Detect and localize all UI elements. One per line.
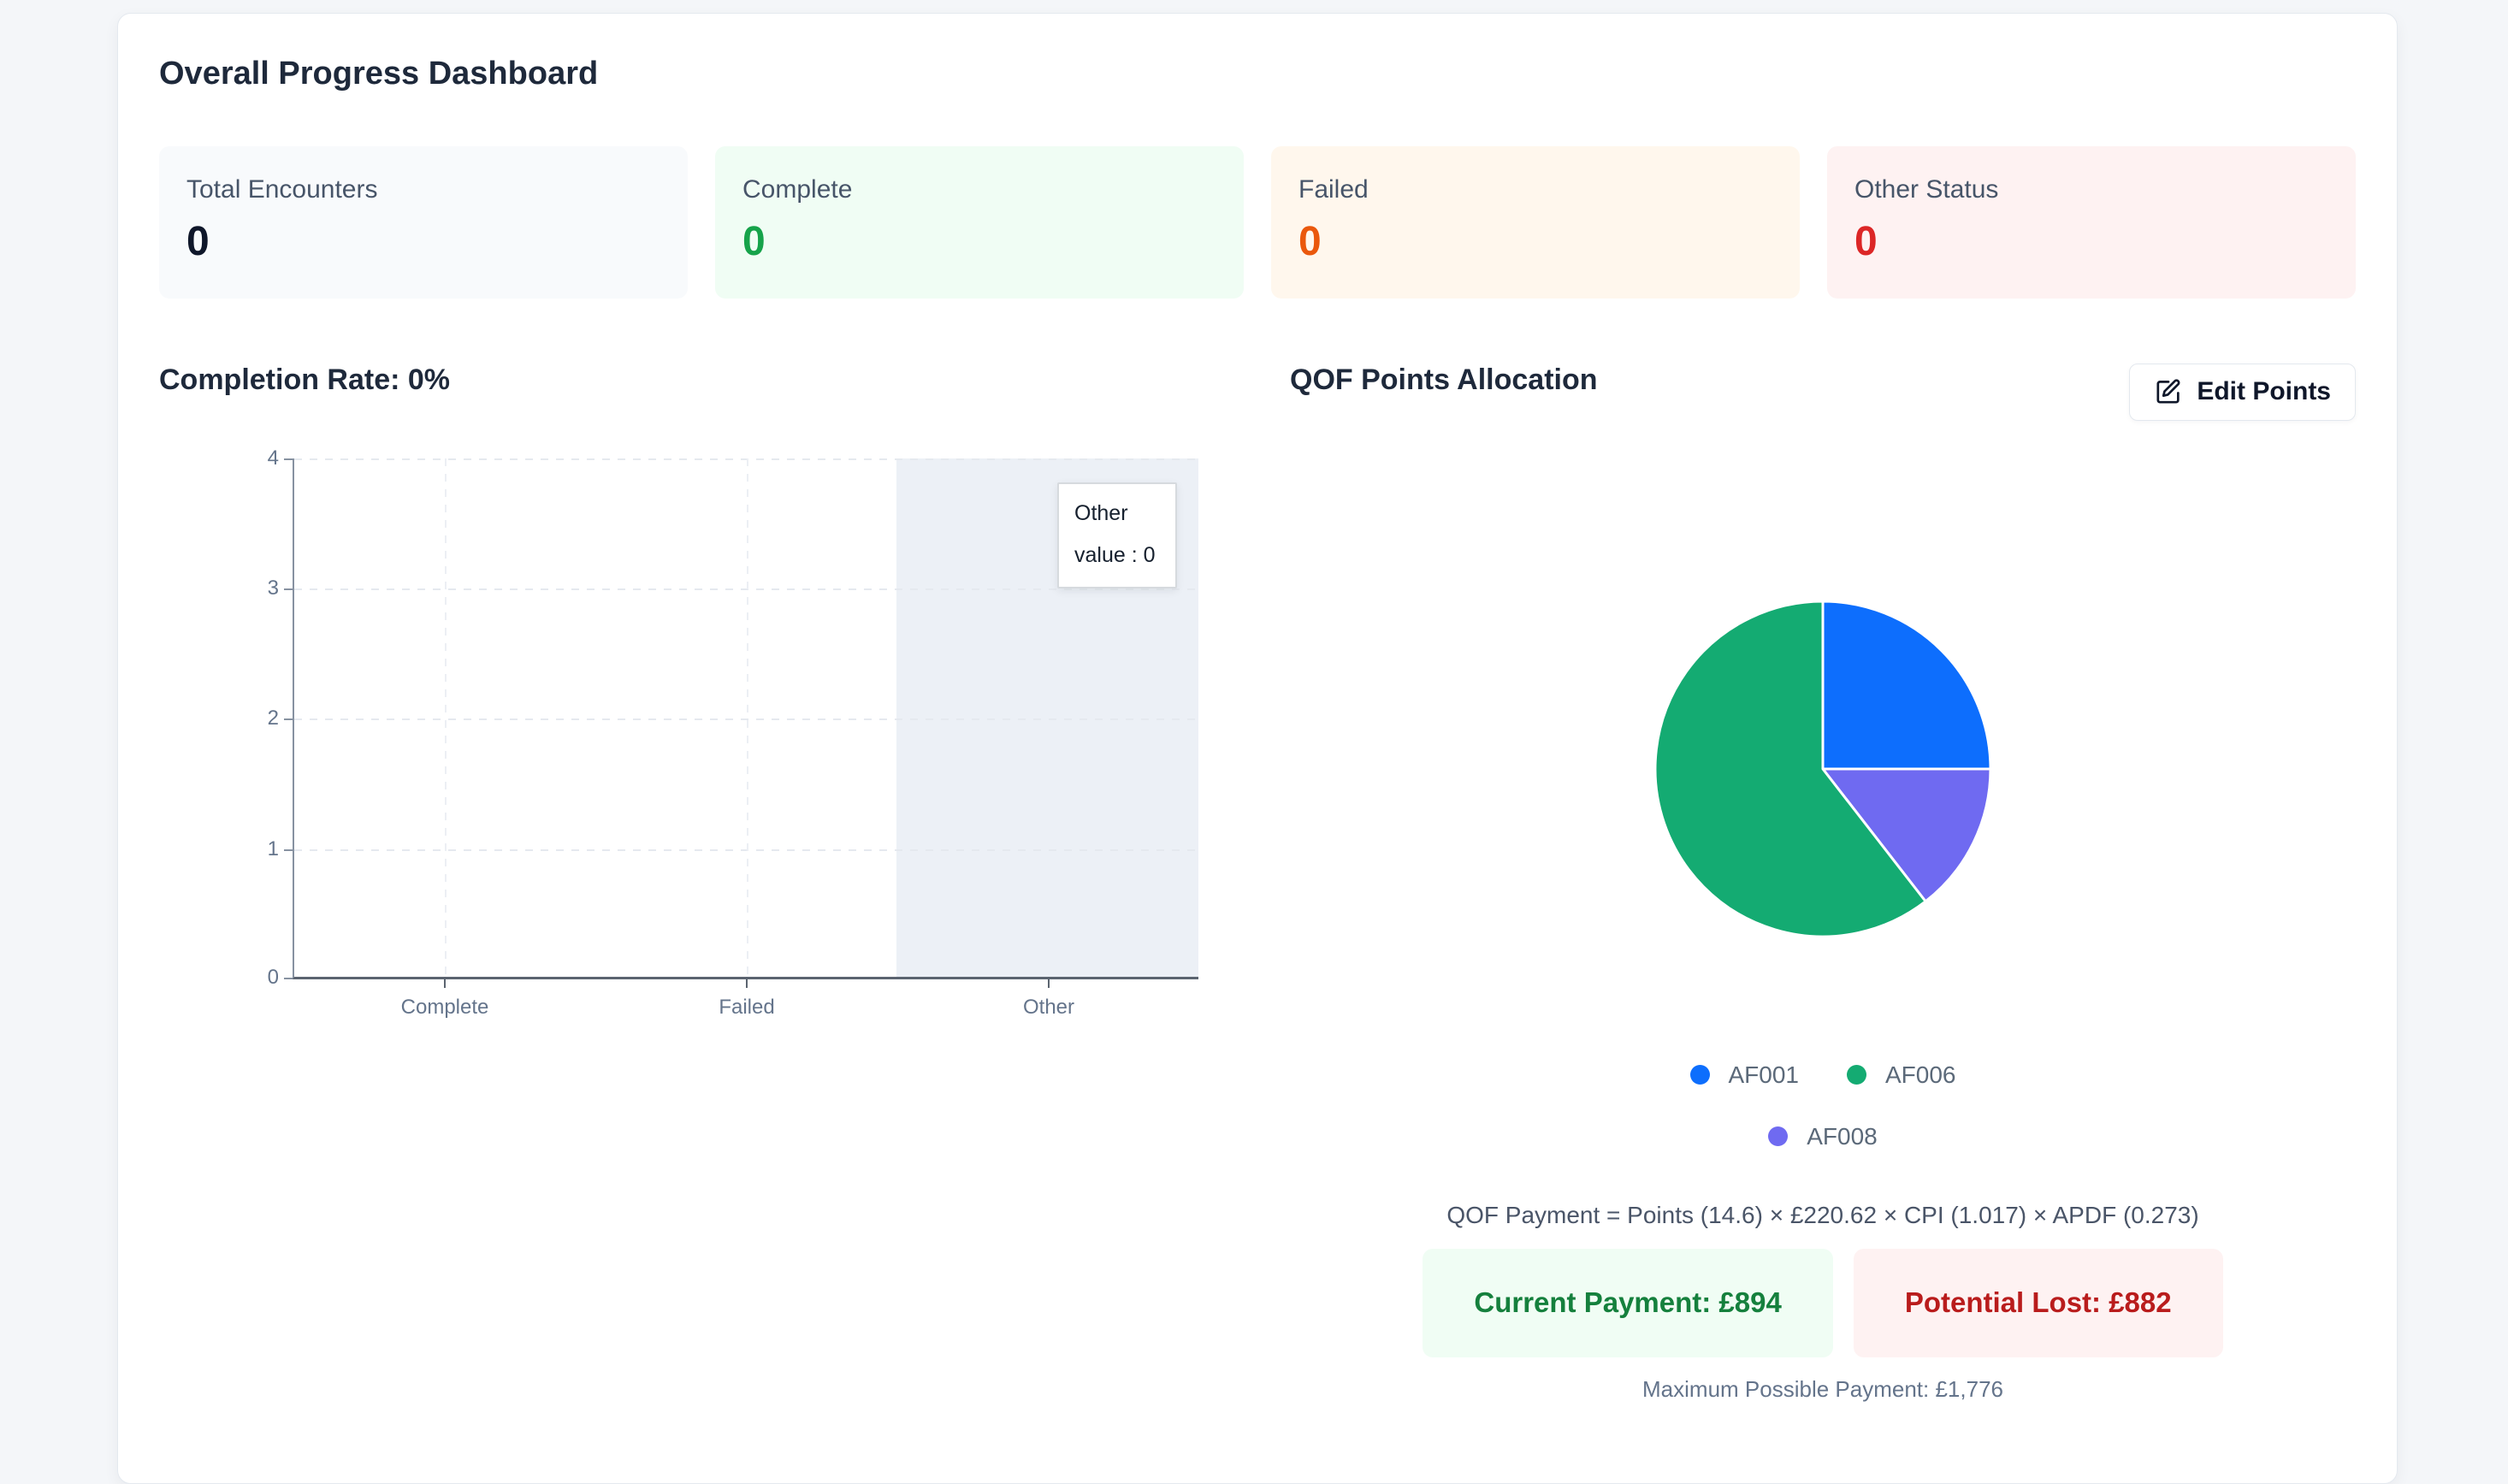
gridline [294,718,1198,720]
gridline [294,588,1198,590]
stat-card-other-status: Other Status 0 [1827,145,2356,299]
y-tick [284,718,293,720]
stat-label: Other Status [1854,174,1999,204]
pie-legend-row-1: AF001 AF006 [1290,1061,2356,1089]
y-tick-label: 0 [267,965,279,989]
x-category-label: Other [1022,995,1075,1019]
pie-svg [1653,600,1992,938]
pie-slice-af001[interactable] [1821,600,1992,771]
edit-points-label: Edit Points [2197,377,2331,406]
x-tick [1048,978,1050,988]
max-payment-text: Maximum Possible Payment: £1,776 [1642,1375,2003,1402]
content-columns: Completion Rate: 0% 4 3 2 1 0 [159,299,2356,1403]
gridline [445,458,447,977]
payment-summary-row: Current Payment: £894 Potential Lost: £8… [1290,1248,2356,1357]
legend-item-af001[interactable]: AF001 [1689,1061,1800,1089]
y-tick-label: 3 [267,576,279,600]
legend-label: AF001 [1728,1061,1800,1088]
pie-legend-row-2: AF008 [1290,1123,2356,1150]
stat-label: Total Encounters [186,174,378,204]
legend-item-af008[interactable]: AF008 [1768,1123,1878,1150]
legend-color-dot [1768,1126,1789,1147]
qof-payment-formula: QOF Payment = Points (14.6) × £220.62 × … [1446,1201,2199,1228]
legend-color-dot [1847,1065,1866,1085]
stat-value: 0 [186,218,210,264]
x-category-label: Complete [400,995,489,1019]
y-tick-label: 4 [267,446,279,470]
chart-tooltip: Other value : 0 [1057,482,1177,588]
page-title: Overall Progress Dashboard [159,56,599,92]
stat-label: Failed [1298,174,1369,204]
pie-slice-af008[interactable] [1821,767,1992,902]
stat-card-total-encounters: Total Encounters 0 [159,145,688,299]
legend-item-af006[interactable]: AF006 [1847,1061,1956,1089]
legend-label: AF006 [1885,1061,1956,1088]
gridline [747,458,748,977]
stat-card-failed: Failed 0 [1271,145,1800,299]
qof-pie-chart[interactable] [1652,598,1994,940]
qof-points-heading: QOF Points Allocation [1290,363,1598,396]
completion-bar-chart[interactable]: 4 3 2 1 0 Complete Failed Other Other va… [268,446,1198,1019]
current-payment-badge: Current Payment: £894 [1423,1248,1833,1357]
y-tick [284,588,293,590]
y-tick [284,977,293,979]
legend-label: AF008 [1807,1122,1878,1150]
gridline [294,458,1198,460]
x-category-label: Failed [719,995,775,1019]
y-tick [284,458,293,460]
y-tick-label: 2 [267,706,279,730]
stat-card-complete: Complete 0 [715,145,1244,299]
x-tick [444,978,446,988]
stats-row: Total Encounters 0 Complete 0 Failed 0 O… [159,145,2356,299]
completion-rate-heading: Completion Rate: 0% [159,363,451,396]
stat-value: 0 [1854,218,1878,264]
legend-color-dot [1689,1065,1710,1085]
stat-value: 0 [1298,218,1322,264]
x-tick [746,978,748,988]
potential-lost-badge: Potential Lost: £882 [1853,1248,2223,1357]
dashboard-card: Overall Progress Dashboard Total Encount… [117,13,2398,1484]
stat-label: Complete [742,174,853,204]
tooltip-value: value : 0 [1074,542,1156,567]
completion-section: Completion Rate: 0% 4 3 2 1 0 [159,299,1245,1403]
y-tick-label: 1 [267,837,279,860]
edit-points-button[interactable]: Edit Points [2129,363,2356,421]
stat-value: 0 [742,218,766,264]
gridline [294,848,1198,851]
pie-slice-af006[interactable] [1653,600,1927,938]
pencil-square-icon [2154,377,2183,406]
y-tick [284,848,293,851]
qof-section: QOF Points Allocation Edit Points AF001 [1290,299,2356,1403]
tooltip-title: Other [1074,500,1128,525]
